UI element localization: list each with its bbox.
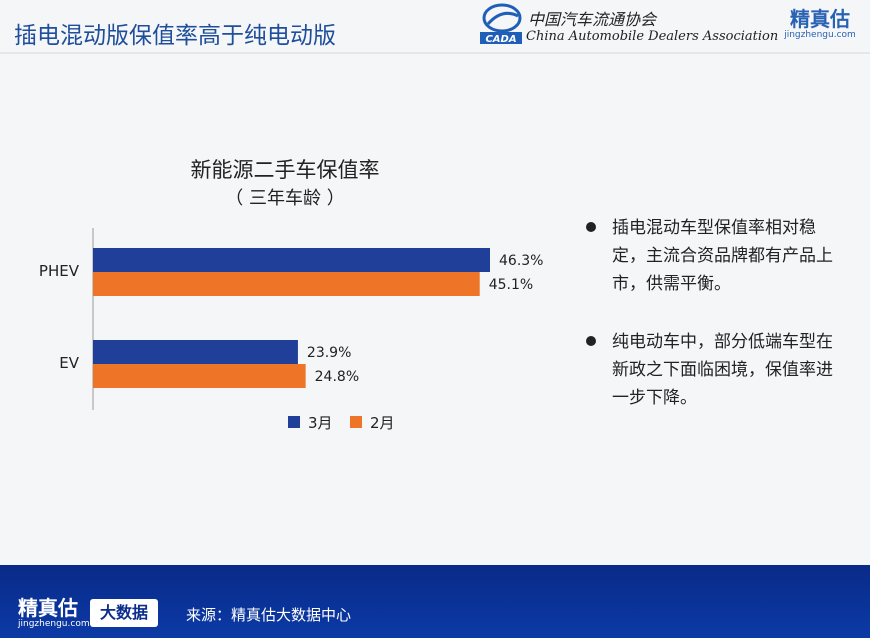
brand-name: 精真估	[790, 7, 850, 31]
legend-swatch	[288, 416, 300, 428]
bar-phev-march	[93, 248, 490, 272]
bullet-item: 插电混动车型保值率相对稳定，主流合资品牌都有产品上市，供需平衡。	[586, 214, 848, 298]
legend-swatch	[350, 416, 362, 428]
chart-title: 新能源二手车保值率	[190, 158, 380, 182]
association-name-cn: 中国汽车流通协会	[528, 10, 657, 29]
bar-chart: PHEV 46.3% 45.1% EV 23.9% 24.8% 3月 2月	[39, 228, 543, 432]
slide-title: 插电混动版保值率高于纯电动版	[14, 23, 336, 49]
bullet-dot-icon	[586, 222, 596, 232]
category-label: EV	[59, 354, 79, 372]
bullet-text: 纯电动车中，部分低端车型在新政之下面临困境，保值率进一步下降。	[612, 332, 833, 408]
category-label: PHEV	[39, 262, 80, 280]
bar-ev-february	[93, 364, 306, 388]
bar-ev-march	[93, 340, 298, 364]
data-source: 来源：精真估大数据中心	[186, 606, 352, 624]
footer-brand-logo: 精真估 jingzhengu.com	[18, 596, 90, 630]
footer-brand-name: 精真估	[18, 596, 78, 620]
cada-logo: 中国汽车流通协会 China Automobile Dealers Associ…	[478, 2, 778, 46]
data-label: 45.1%	[489, 277, 533, 293]
bullet-dot-icon	[586, 336, 596, 346]
data-label: 24.8%	[315, 369, 359, 385]
chart-subtitle: （ 三年车龄 ）	[225, 188, 345, 209]
svg-text:CADA: CADA	[485, 34, 516, 44]
brand-url: jingzhengu.com	[784, 30, 856, 40]
legend-label: 3月	[308, 414, 333, 432]
data-label: 46.3%	[499, 253, 543, 269]
data-label: 23.9%	[307, 345, 351, 361]
title-divider	[0, 52, 870, 54]
cada-abbr: CADA	[485, 34, 516, 44]
bar-phev-february	[93, 272, 480, 296]
legend-label: 2月	[370, 414, 395, 432]
cada-emblem-icon	[480, 3, 522, 44]
big-data-badge: 大数据	[90, 599, 158, 627]
footer-brand-url: jingzhengu.com	[18, 619, 90, 629]
brand-logo-top: 精真估 jingzhengu.com	[780, 8, 860, 41]
association-name-en: China Automobile Dealers Association	[526, 29, 779, 44]
bullet-text: 插电混动车型保值率相对稳定，主流合资品牌都有产品上市，供需平衡。	[612, 218, 833, 294]
bullet-item: 纯电动车中，部分低端车型在新政之下面临困境，保值率进一步下降。	[586, 328, 848, 412]
